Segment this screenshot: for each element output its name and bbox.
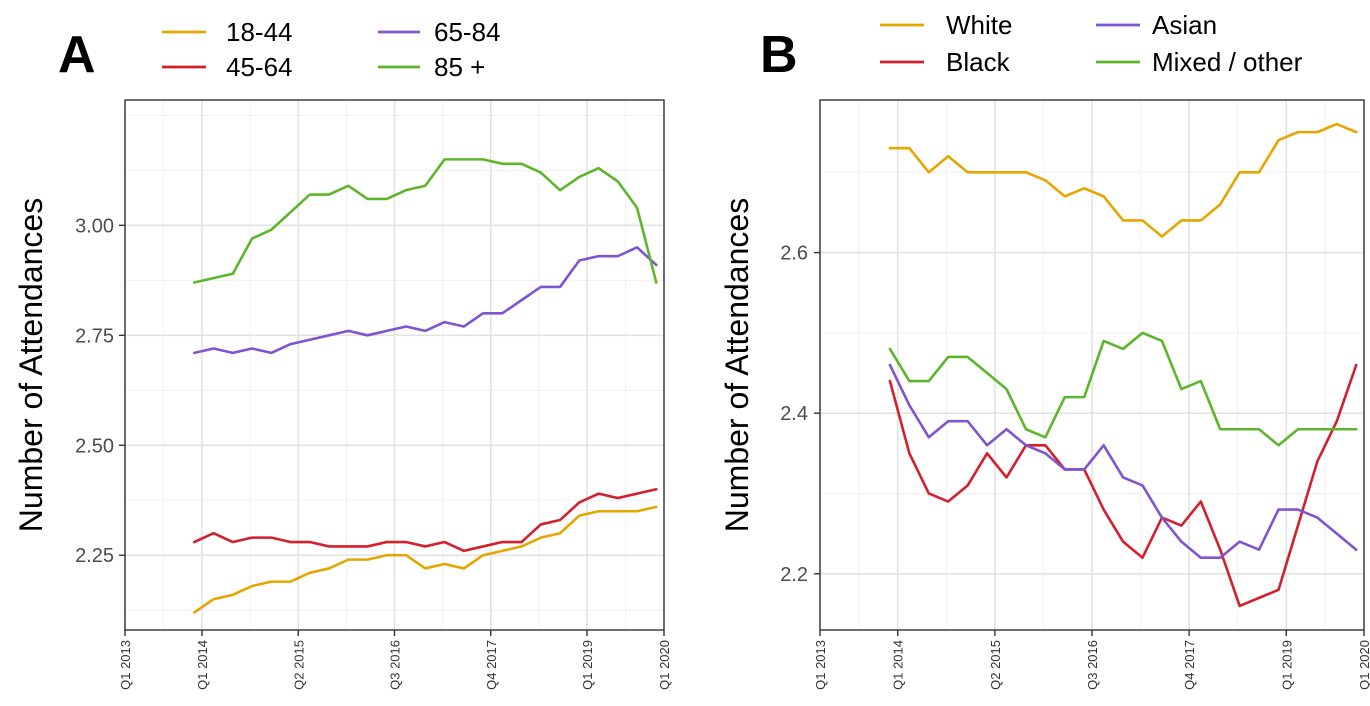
x-tick-label: Q1 2019 bbox=[1279, 640, 1294, 690]
series-line-65-84 bbox=[193, 246, 658, 355]
x-tick-label: Q2 2015 bbox=[291, 640, 306, 690]
x-tick-label: Q3 2016 bbox=[388, 640, 403, 690]
series-line-18-44 bbox=[193, 505, 658, 614]
y-tick-label: 2.6 bbox=[780, 243, 808, 265]
x-tick-label: Q1 2013 bbox=[118, 640, 133, 690]
y-tick-label: 2.4 bbox=[780, 403, 808, 425]
x-tick-label: Q1 2020 bbox=[657, 640, 672, 690]
y-tick-label: 2.2 bbox=[780, 564, 808, 586]
series-line-45-64 bbox=[193, 487, 658, 553]
legend-label: 65-84 bbox=[434, 17, 501, 47]
series-line-mixed-other bbox=[888, 331, 1358, 447]
legend-label: 45-64 bbox=[226, 52, 293, 82]
x-tick-label: Q2 2015 bbox=[988, 640, 1003, 690]
x-tick-label: Q4 2017 bbox=[1182, 640, 1197, 690]
legend-label: White bbox=[946, 10, 1012, 40]
panel-letter: B bbox=[760, 26, 798, 84]
y-axis-title: Number of Attendances bbox=[719, 198, 755, 532]
x-tick-label: Q4 2017 bbox=[484, 640, 499, 690]
panel-letter: A bbox=[58, 26, 96, 84]
chart-panel-a: A 2.25 2.50 2.75 3.00 Q1 2013 Q1 2014 Q2 2015 Q3… bbox=[13, 17, 672, 690]
y-tick-label: 2.75 bbox=[75, 325, 114, 347]
chart-panel-b: B 2.2 2.4 2.6 Q1 2013 Q1 2014 Q2 2015 Q3 2016 Q4… bbox=[719, 10, 1370, 690]
x-tick-label: Q1 2014 bbox=[891, 640, 906, 690]
legend-label: Asian bbox=[1152, 10, 1217, 40]
x-tick-label: Q3 2016 bbox=[1085, 640, 1100, 690]
legend: White Black Asian Mixed / other bbox=[880, 10, 1303, 77]
legend: 18-44 45-64 65-84 85 + bbox=[162, 17, 501, 82]
y-tick-label: 2.50 bbox=[75, 435, 114, 457]
y-axis-title: Number of Attendances bbox=[13, 198, 49, 532]
x-tick-label: Q1 2020 bbox=[1357, 640, 1370, 690]
legend-label: 85 + bbox=[434, 52, 485, 82]
y-tick-label: 2.25 bbox=[75, 545, 114, 567]
legend-label: 18-44 bbox=[226, 17, 293, 47]
legend-label: Mixed / other bbox=[1152, 47, 1303, 77]
y-tick-label: 3.00 bbox=[75, 215, 114, 237]
series-line-asian bbox=[888, 363, 1358, 560]
series-line-white bbox=[888, 122, 1358, 238]
x-tick-label: Q1 2019 bbox=[580, 640, 595, 690]
series-line-black bbox=[888, 363, 1358, 608]
series-line-85 bbox=[193, 158, 658, 284]
x-tick-label: Q1 2013 bbox=[813, 640, 828, 690]
legend-label: Black bbox=[946, 47, 1011, 77]
x-tick-label: Q1 2014 bbox=[195, 640, 210, 690]
